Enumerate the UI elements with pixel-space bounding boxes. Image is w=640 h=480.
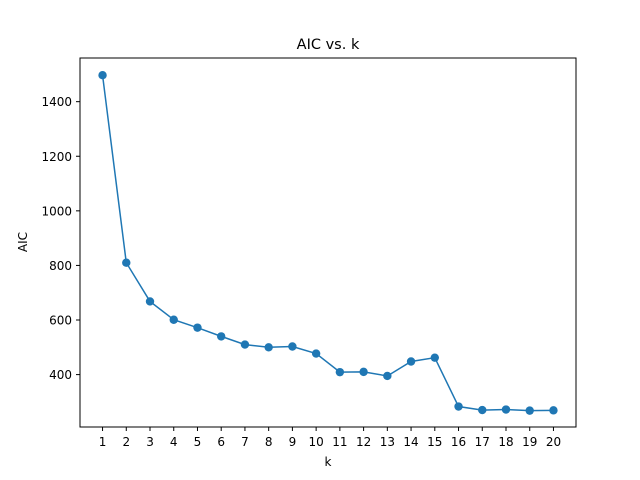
x-tick-label: 17 (475, 435, 490, 449)
chart-title: AIC vs. k (297, 37, 360, 53)
data-point (549, 406, 558, 415)
x-axis-ticks: 1 2 3 4 5 6 7 8 9 10 11 12 13 14 15 16 17 18 19 20 (99, 427, 561, 449)
x-tick-label: 20 (546, 435, 561, 449)
data-point (359, 367, 368, 377)
x-tick-label: 12 (356, 435, 371, 449)
x-tick-label: 4 (170, 435, 178, 449)
data-point (193, 323, 202, 332)
y-tick-label: 1200 (41, 150, 72, 164)
data-point (501, 405, 511, 414)
y-tick-label: 1400 (41, 95, 72, 109)
data-point (454, 402, 463, 411)
data-point (217, 332, 226, 341)
data-point (264, 343, 273, 352)
plot-frame (79, 57, 577, 428)
y-axis-label: AIC (16, 232, 30, 252)
x-tick-label: 6 (217, 435, 225, 449)
y-axis-ticks: 400 600 800 1000 1200 1400 (41, 95, 80, 382)
x-tick-label: 9 (289, 435, 297, 449)
data-point (145, 297, 155, 306)
x-tick-label: 14 (403, 435, 418, 449)
x-tick-label: 3 (146, 435, 154, 449)
data-point (478, 405, 487, 415)
data-point (406, 357, 416, 366)
y-tick-label: 1000 (41, 204, 72, 218)
x-tick-label: 16 (451, 435, 466, 449)
data-point (240, 340, 250, 349)
data-point (430, 353, 439, 362)
x-tick-label: 1 (99, 435, 107, 449)
x-tick-label: 5 (194, 435, 202, 449)
x-tick-label: 13 (380, 435, 395, 449)
data-point (383, 371, 392, 381)
data-point (122, 258, 131, 267)
y-tick-label: 800 (49, 259, 72, 273)
x-tick-label: 8 (265, 435, 273, 449)
x-tick-label: 19 (522, 435, 537, 449)
y-tick-label: 600 (49, 314, 72, 328)
plot-area (98, 70, 558, 415)
data-point (335, 367, 345, 377)
x-tick-label: 15 (427, 435, 442, 449)
x-tick-label: 18 (498, 435, 513, 449)
x-tick-label: 11 (332, 435, 347, 449)
x-axis-label: k (325, 455, 332, 469)
data-point (169, 315, 178, 324)
y-tick-label: 400 (49, 368, 72, 382)
data-point (98, 70, 107, 80)
series-line (101, 75, 554, 412)
x-tick-label: 2 (122, 435, 130, 449)
x-tick-label: 7 (241, 435, 249, 449)
data-point (288, 342, 297, 351)
data-point (525, 406, 534, 415)
x-tick-label: 10 (308, 435, 323, 449)
data-point (311, 349, 321, 358)
